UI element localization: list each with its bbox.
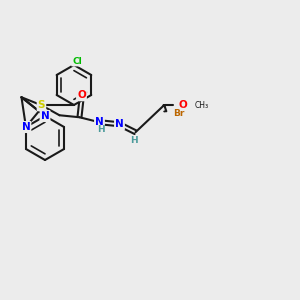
Text: Br: Br	[172, 109, 184, 118]
Text: N: N	[115, 119, 124, 129]
Text: H: H	[97, 125, 104, 134]
Text: H: H	[130, 136, 137, 145]
Text: Cl: Cl	[72, 56, 82, 65]
Text: O: O	[178, 100, 187, 110]
Text: S: S	[38, 100, 45, 110]
Text: O: O	[77, 90, 86, 100]
Text: N: N	[40, 111, 50, 121]
Text: N: N	[22, 122, 30, 132]
Text: N: N	[95, 117, 104, 127]
Text: CH₃: CH₃	[195, 101, 209, 110]
